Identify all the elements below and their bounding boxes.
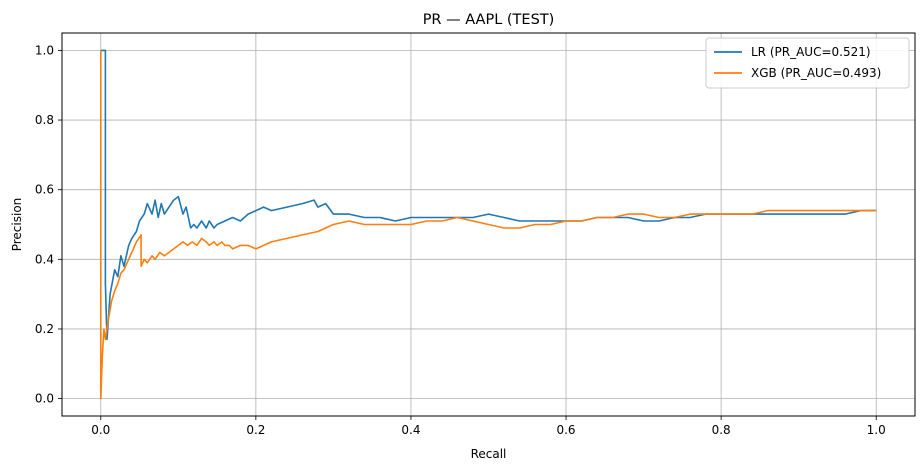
y-tick-label: 0.0: [35, 392, 54, 406]
x-tick-label: 0.2: [246, 423, 265, 437]
x-tick-label: 0.4: [401, 423, 420, 437]
y-tick-label: 1.0: [35, 43, 54, 57]
x-tick-label: 0.6: [556, 423, 575, 437]
y-tick-label: 0.6: [35, 183, 54, 197]
y-tick-label: 0.2: [35, 322, 54, 336]
x-tick-label: 0.0: [91, 423, 110, 437]
x-tick-label: 1.0: [867, 423, 886, 437]
x-tick-label: 0.8: [712, 423, 731, 437]
plot-frame: [61, 32, 916, 417]
x-axis-label: Recall: [471, 447, 507, 461]
legend-label: LR (PR_AUC=0.521): [751, 45, 871, 59]
chart-title: PR — AAPL (TEST): [423, 12, 555, 28]
series-line-xgb: [100, 50, 877, 400]
legend-box: [705, 37, 910, 89]
series-layer: [100, 49, 877, 400]
y-tick-label: 0.8: [35, 113, 54, 127]
legend: LR (PR_AUC=0.521) XGB (PR_AUC=0.493): [705, 37, 910, 89]
y-tick-label: 0.4: [35, 252, 54, 266]
series-line-lr: [100, 49, 877, 341]
y-axis-label: Precision: [10, 198, 24, 252]
ticks: 0.0 0.2 0.4 0.6 0.8 1.0 0.0 0.2 0.4 0.6 0.8 1.0: [35, 43, 886, 437]
legend-label: XGB (PR_AUC=0.493): [751, 66, 881, 80]
